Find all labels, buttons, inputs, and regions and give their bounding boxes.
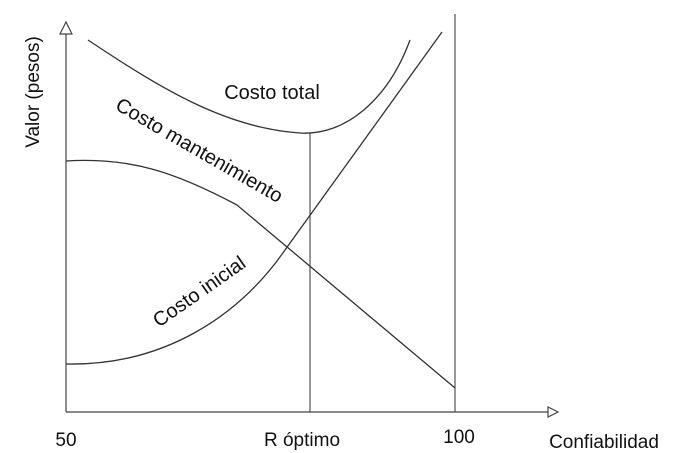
x-tick-r-optimo: R óptimo [264, 430, 340, 451]
series-line-costo-mantenimiento [65, 159, 456, 389]
series-curves [65, 31, 456, 389]
x-axis-label: Confiabilidad [549, 432, 659, 453]
series-line-costo-total [87, 39, 411, 134]
x-tick-50: 50 [55, 430, 76, 451]
label-costo-inicial: Costo inicial [149, 252, 250, 332]
label-costo-total: Costo total [224, 82, 320, 104]
axes [59, 20, 560, 418]
x-tick-100: 100 [443, 427, 475, 448]
x-axis-arrow [547, 406, 560, 418]
y-axis-arrow [59, 20, 73, 35]
series-line-costo-inicial [65, 31, 443, 365]
label-costo-mantenimiento: Costo mantenimiento [112, 94, 287, 208]
y-axis-label: Valor (pesos) [23, 36, 44, 148]
reference-lines [309, 14, 456, 412]
